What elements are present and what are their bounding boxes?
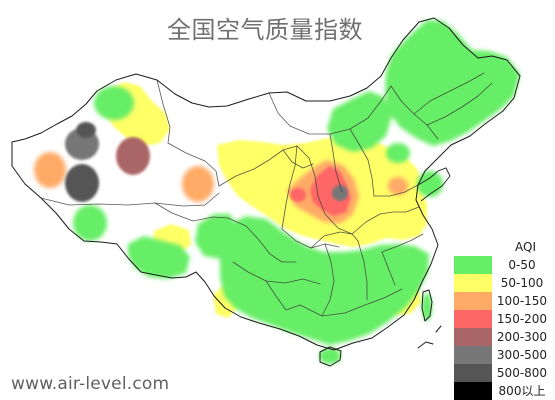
legend-label: 300-500 [496, 348, 548, 362]
unhealthy-region-central [310, 166, 351, 216]
legend-swatch [454, 346, 492, 364]
legend-swatch [454, 274, 492, 292]
legend-item: 800以上 [454, 382, 552, 400]
province-border-hunan [321, 243, 335, 317]
province-border-hebei [349, 128, 375, 197]
legend-swatch [454, 256, 492, 274]
good-regions [73, 20, 520, 364]
good-region-xinjiang-north [94, 86, 134, 120]
province-border-qinghai-gansu [218, 145, 298, 187]
hazardous-region-central [332, 185, 348, 201]
province-border-tibet-qinghai [154, 202, 229, 222]
aqi-legend: AQI 0-50 50-100 100-150 150-200 200-300 … [454, 238, 552, 400]
good-region-xinjiang-south [73, 205, 107, 241]
province-border-jiangxi [357, 240, 368, 301]
province-border-ningxia [282, 149, 314, 169]
legend-item: 100-150 [454, 292, 552, 310]
province-border-guangxi [265, 280, 301, 311]
legend-item: 150-200 [454, 310, 552, 328]
province-border-hubei [310, 231, 359, 249]
good-region-tianjin-coast [417, 171, 443, 197]
good-region-inland-east [386, 143, 410, 163]
legend-label: 50-100 [500, 276, 544, 290]
china-border [11, 17, 521, 351]
province-border-henan [296, 145, 353, 235]
legend-label: 150-200 [496, 312, 548, 326]
hainan-outline [319, 346, 342, 367]
legend-swatch [454, 382, 492, 400]
good-region-taiwan [422, 293, 432, 321]
severe-region-xinjiang-top [76, 122, 96, 138]
good-region-hainan [319, 348, 341, 364]
severe-region-xinjiang-south [65, 164, 99, 202]
legend-swatch [454, 310, 492, 328]
province-border-xinjiang-east [156, 79, 220, 187]
severe-regions [65, 122, 348, 202]
legend-item: 300-500 [454, 346, 552, 364]
province-border-yunnan-guizhou [232, 261, 321, 285]
legend-swatch [454, 292, 492, 310]
province-border-shandong [373, 184, 419, 197]
coastline-detail [417, 167, 451, 202]
legend-label: 200-300 [496, 330, 548, 344]
legend-label: 0-50 [508, 258, 536, 272]
legend-item: 200-300 [454, 328, 552, 346]
legend-swatch [454, 328, 492, 346]
legend-label: 500-800 [496, 366, 548, 380]
unhealthy-regions [290, 166, 351, 216]
legend-label: 800以上 [498, 384, 546, 398]
province-borders [40, 72, 493, 317]
good-region-northeast [385, 20, 520, 146]
sensitive-region-qinghai [182, 166, 214, 202]
good-region-inner-mongolia [327, 91, 392, 152]
legend-item: 50-100 [454, 274, 552, 292]
good-region-north-island [431, 30, 451, 56]
sensitive-region-kashgar [34, 152, 66, 188]
province-border-fujian [381, 251, 396, 286]
legend-label: 100-150 [496, 294, 548, 308]
map-title: 全国空气质量指数 [167, 16, 363, 44]
province-border-shanxi [329, 133, 343, 193]
good-region-south [220, 216, 429, 345]
province-border-guangdong [299, 288, 403, 317]
legend-title: AQI [515, 240, 536, 254]
province-border-jilin [426, 82, 493, 126]
legend-item: 500-800 [454, 364, 552, 382]
province-border-heilongjiang [413, 72, 485, 115]
taiwan-outline [421, 289, 433, 322]
province-border-shaanxi [281, 145, 298, 230]
site-watermark: www.air-level.com [11, 374, 170, 394]
province-border-sichuan [227, 217, 297, 263]
unhealthy-region-west-bulb [290, 188, 306, 202]
legend-item: 0-50 [454, 256, 552, 274]
province-border-xinjiang-south [40, 192, 220, 207]
south-sea-islands [417, 325, 442, 349]
good-region-sichuan [195, 214, 238, 259]
legend-swatch [454, 364, 492, 382]
province-border-anhui-jiangsu [351, 206, 420, 235]
province-border-zhejiang [381, 233, 424, 253]
very-unhealthy-region-xinjiang [116, 137, 150, 175]
sensitive-region-shandong [388, 177, 408, 195]
good-region-tibet-east [128, 236, 190, 279]
